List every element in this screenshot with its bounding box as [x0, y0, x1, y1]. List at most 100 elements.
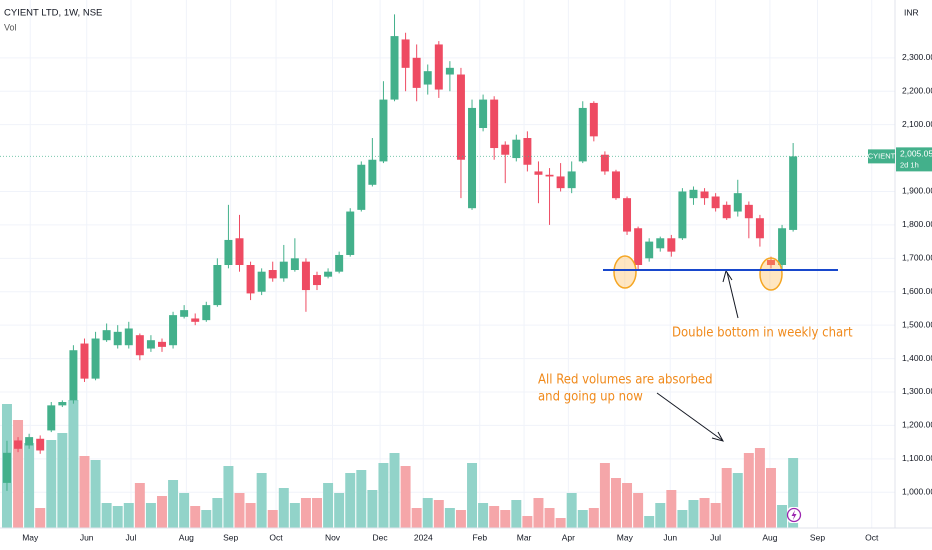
volume-bar	[422, 498, 433, 528]
x-tick-label: Oct	[865, 532, 879, 542]
volume-bar	[411, 508, 422, 528]
candle-body	[379, 99, 388, 162]
volume-bar	[743, 453, 754, 528]
volume-bar	[478, 503, 489, 528]
candle-body	[545, 174, 554, 177]
y-tick-label: 1,500.00	[902, 319, 932, 329]
volume-bar	[289, 503, 300, 528]
candle-body	[611, 171, 620, 199]
candle-body	[556, 176, 565, 189]
overlay-layer: Double bottom in weekly chart All Red vo…	[0, 155, 895, 523]
candle-body	[523, 138, 532, 165]
volume-bar	[378, 463, 389, 528]
x-tick-label: 2024	[414, 532, 433, 542]
volume-bar	[433, 500, 444, 528]
candle-body	[2, 452, 11, 483]
candle-body	[789, 156, 798, 230]
candle-body	[645, 241, 654, 259]
symbol-name: CYIENT	[868, 151, 896, 160]
candle-body	[401, 39, 410, 68]
candle-body	[202, 305, 211, 321]
candle-body	[257, 271, 266, 292]
y-tick-label: 2,300.00	[902, 52, 932, 62]
volume-bar	[788, 458, 799, 528]
candle-body	[25, 437, 34, 446]
candle-body	[279, 261, 288, 279]
volume-bar	[179, 493, 190, 528]
candle-body	[390, 36, 399, 100]
x-tick-label: Jun	[663, 532, 677, 542]
y-tick-label: 1,800.00	[902, 219, 932, 229]
volume-layer	[1, 400, 799, 528]
volume-bar	[389, 453, 400, 528]
x-tick-label: Sep	[223, 532, 238, 542]
volume-bar	[123, 503, 134, 528]
volume-bar	[90, 460, 101, 528]
volume-bar	[732, 473, 743, 528]
candle-body	[357, 164, 366, 210]
x-tick-label: Aug	[762, 532, 777, 542]
price-tag	[896, 147, 932, 172]
x-tick-label: Nov	[325, 532, 341, 542]
y-tick-label: 1,300.00	[902, 386, 932, 396]
volume-bar	[323, 483, 334, 528]
candle-body	[191, 318, 200, 322]
volume-bar	[444, 508, 455, 528]
candle-body	[778, 228, 787, 266]
x-tick-label: Jul	[710, 532, 721, 542]
volume-bar	[134, 483, 145, 528]
candle-body	[656, 238, 665, 249]
volume-bar	[544, 508, 555, 528]
candle-body	[135, 335, 144, 356]
candle-body	[324, 271, 333, 277]
candle-body	[213, 265, 222, 306]
volume-bar	[57, 433, 68, 528]
x-tick-label: Jun	[80, 532, 94, 542]
chart-title: CYIENT LTD, 1W, NSE	[4, 8, 102, 19]
price-tag-countdown: 2d 1h	[900, 160, 919, 169]
candle-body	[578, 107, 587, 162]
volume-bar	[721, 468, 732, 528]
y-tick-label: 1,100.00	[902, 453, 932, 463]
volume-bar	[644, 516, 655, 528]
candle-body	[456, 74, 465, 160]
volume-bar	[367, 490, 378, 528]
currency-label: INR	[904, 7, 919, 17]
volume-bar	[101, 503, 112, 528]
candle-body	[501, 144, 510, 155]
arrow-head	[711, 431, 725, 442]
volume-bar	[79, 456, 90, 528]
volume-bar	[356, 470, 367, 528]
symbol-tag	[868, 149, 895, 164]
volume-bar	[666, 490, 677, 528]
volume-bar	[24, 443, 35, 528]
candle-body	[722, 204, 731, 219]
candle-body	[36, 438, 45, 451]
volume-bar	[655, 503, 666, 528]
candle-body	[169, 315, 178, 346]
volume-bar	[46, 440, 57, 528]
x-tick-label: Sep	[810, 532, 825, 542]
volume-bar	[566, 493, 577, 528]
candle-body	[744, 204, 753, 219]
candle-body	[158, 341, 166, 347]
event-icon-bolt	[791, 510, 797, 520]
x-tick-label: Dec	[373, 532, 389, 542]
candle-body	[479, 99, 488, 128]
candle-body	[623, 198, 632, 232]
volume-label: Vol	[4, 22, 17, 32]
volume-bar	[168, 480, 179, 528]
volume-bar	[588, 508, 599, 528]
candle-body	[113, 331, 122, 346]
candle-body	[512, 139, 521, 159]
y-tick-label: 1,700.00	[902, 253, 932, 263]
x-tick-label: Apr	[562, 532, 575, 542]
candle-body	[368, 159, 377, 185]
candle-body	[180, 310, 189, 317]
volume-bar	[555, 518, 566, 528]
x-tick-label: Aug	[179, 532, 194, 542]
axes: 1,000.00 1,100.00 1,200.00 1,300.00 1,400.00…	[22, 52, 932, 542]
volume-bar	[400, 466, 411, 528]
annotation: All Red volumes are absorbed	[538, 373, 713, 388]
candle-body	[246, 265, 255, 294]
